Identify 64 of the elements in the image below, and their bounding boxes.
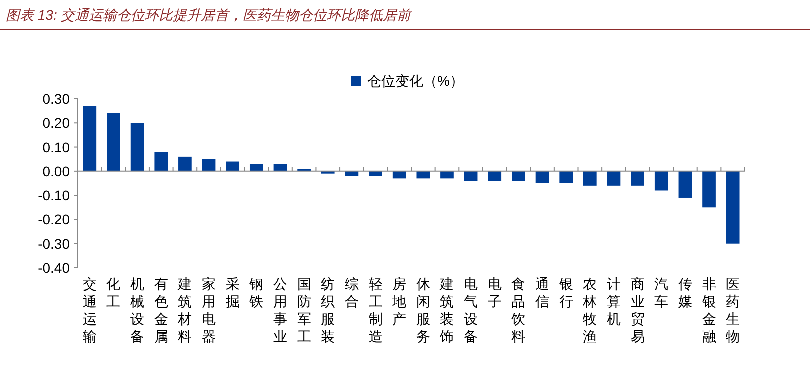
- bar: [583, 171, 597, 186]
- x-tick-label: 有色金属: [154, 277, 168, 346]
- y-tick-label: -0.40: [38, 260, 70, 276]
- bar: [440, 171, 454, 179]
- x-tick-label: 通信: [536, 277, 550, 310]
- bar: [274, 164, 288, 172]
- bar: [512, 171, 526, 182]
- bar: [416, 171, 430, 179]
- y-tick-label: -0.30: [38, 236, 70, 252]
- bar: [678, 171, 692, 198]
- bar: [154, 152, 168, 172]
- y-tick-label: 0.20: [42, 115, 70, 132]
- x-tick-label: 轻工制造: [368, 277, 383, 346]
- x-tick-label: 公用事业: [273, 277, 288, 346]
- y-tick-label: 0.30: [42, 91, 70, 107]
- bar: [464, 171, 478, 182]
- x-tick-label: 医药生物: [726, 277, 740, 346]
- bar: [107, 113, 120, 172]
- x-tick-label: 家用电器: [202, 277, 216, 346]
- x-tick-label: 商业贸易: [630, 277, 645, 346]
- x-tick-label: 银行: [558, 277, 574, 310]
- x-tick-label: 食品饮料: [510, 277, 526, 346]
- bar: [631, 171, 644, 186]
- x-tick-label: 休闲服务: [416, 277, 430, 346]
- x-tick-label: 电气设备: [464, 277, 478, 346]
- y-tick-label: 0.00: [42, 163, 70, 180]
- x-tick-label: 非银金融: [701, 277, 716, 346]
- y-tick-label: -0.10: [38, 188, 70, 204]
- x-tick-label: 汽车: [654, 277, 669, 310]
- x-tick-label: 纺织服装: [321, 277, 336, 346]
- bar: [560, 171, 574, 184]
- bar: [607, 171, 621, 186]
- x-tick-label: 建筑材料: [177, 277, 192, 346]
- x-tick-label: 农林牧渔: [582, 277, 598, 346]
- bar: [226, 162, 240, 172]
- x-tick-label: 交通运输: [82, 277, 97, 346]
- x-tick-label: 钢铁: [248, 277, 264, 310]
- x-tick-label: 传媒: [678, 277, 692, 310]
- bar: [369, 171, 382, 176]
- legend-label: 仓位变化（%）: [368, 73, 464, 89]
- x-tick-label: 计算机: [606, 277, 621, 328]
- x-tick-label: 综合: [344, 277, 359, 310]
- x-tick-label: 机械设备: [130, 277, 145, 346]
- bar: [202, 159, 216, 172]
- bar: [345, 171, 359, 176]
- bar: [130, 123, 144, 172]
- x-tick-label: 采掘: [226, 277, 240, 310]
- bar: [250, 164, 264, 172]
- bar: [178, 156, 192, 172]
- bar: [392, 171, 406, 179]
- bar: [488, 171, 502, 182]
- x-tick-label: 化工: [106, 277, 121, 310]
- x-tick-label: 国防军工: [297, 277, 312, 346]
- y-tick-label: 0.10: [42, 139, 70, 156]
- chart-title: 图表 13: 交通运输仓位环比提升居首，医药生物仓位环比降低居前: [6, 7, 414, 23]
- y-tick-label: -0.20: [38, 212, 70, 228]
- bar: [83, 106, 97, 172]
- x-tick-label: 建筑装饰: [439, 277, 454, 346]
- x-tick-label: 电子: [488, 277, 502, 310]
- x-tick-label: 房地产: [392, 277, 407, 328]
- bar: [726, 171, 740, 244]
- bar: [654, 171, 668, 191]
- bar: [702, 171, 716, 208]
- bar: [536, 171, 550, 184]
